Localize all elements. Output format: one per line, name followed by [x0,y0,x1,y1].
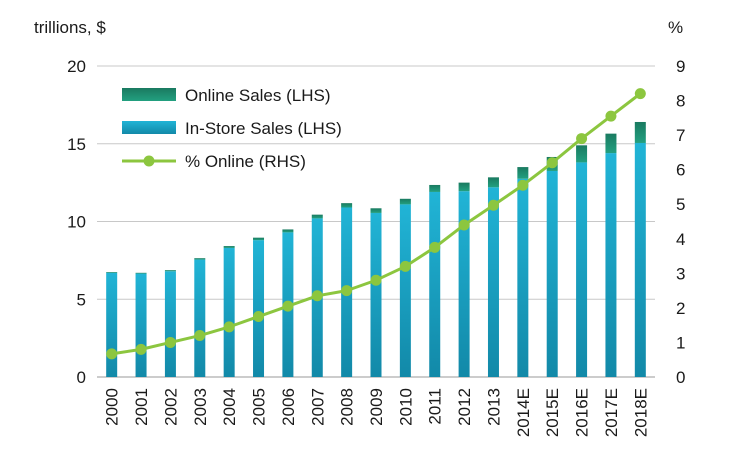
bar-online-2006 [282,229,294,233]
x-tick-label: 2006 [279,388,298,426]
x-tick-label: 2010 [396,388,415,426]
bar-online-2004 [223,246,235,248]
bar-in-store-2009 [370,212,382,377]
percent-online-point-2012 [458,219,470,231]
right-tick-label: 1 [676,333,685,352]
bar-online-2008 [341,203,353,208]
percent-online-point-2016E [576,133,588,145]
bar-in-store-2010 [399,204,411,377]
bar-online-2003 [194,258,206,260]
x-tick-label: 2017E [602,388,621,437]
x-tick-label: 2001 [132,388,151,426]
left-tick-label: 20 [67,57,86,76]
x-tick-label: 2014E [514,388,533,437]
bar-online-2016E [576,145,588,163]
x-tick-label: 2003 [191,388,210,426]
left-tick-label: 0 [77,368,86,387]
x-tick-label: 2005 [250,388,269,426]
legend-label: Online Sales (LHS) [185,86,331,105]
percent-online-point-2009 [370,274,382,286]
right-tick-label: 4 [676,230,685,249]
x-tick-label: 2004 [220,388,239,426]
legend-label: % Online (RHS) [185,152,306,171]
right-axis-label: % [668,18,683,37]
x-tick-label: 2008 [338,388,357,426]
percent-online-point-2004 [223,321,235,333]
bar-online-2001 [135,272,147,274]
percent-online-point-2010 [399,260,411,272]
bar-in-store-2003 [194,259,206,377]
bar-online-2007 [311,214,323,219]
x-tick-label: 2012 [455,388,474,426]
bar-online-2012 [458,182,470,192]
left-tick-label: 10 [67,213,86,232]
bar-online-2014E [517,167,529,179]
bar-online-2018E [634,121,646,143]
x-tick-label: 2009 [367,388,386,426]
bar-in-store-2017E [605,153,617,377]
percent-online-point-2005 [253,311,265,323]
bar-in-store-2013 [487,187,499,377]
percent-online-point-2017E [605,110,617,122]
legend: Online Sales (LHS) In-Store Sales (LHS) % … [122,86,342,171]
x-tick-label: 2007 [308,388,327,426]
x-tick-label: 2002 [161,388,180,426]
right-tick-label: 5 [676,195,685,214]
percent-online-point-2003 [194,330,206,342]
percent-online-point-2002 [164,336,176,348]
bar-online-2005 [253,237,265,241]
x-tick-label: 2015E [543,388,562,437]
percent-online-line-layer [106,88,646,360]
bar-in-store-2011 [429,191,441,377]
right-tick-label: 3 [676,264,685,283]
legend-swatch-marker [143,155,155,167]
bar-in-store-2016E [576,162,588,377]
bar-in-store-2004 [223,247,235,377]
legend-swatch-bar [122,88,176,101]
percent-online-point-2014E [517,179,529,191]
bar-online-2011 [429,184,441,192]
bar-in-store-2000 [106,272,118,377]
x-tick-label: 2011 [426,388,445,425]
left-tick-label: 15 [67,135,86,154]
right-tick-label: 0 [676,368,685,387]
bar-in-store-2015E [546,170,558,377]
percent-online-point-2015E [546,157,558,169]
legend-swatch-bar [122,121,176,134]
right-tick-label: 7 [676,126,685,145]
bar-online-2010 [399,198,411,205]
bar-online-2017E [605,133,617,154]
left-tick-label: 5 [77,290,86,309]
bar-in-store-2001 [135,273,147,377]
right-tick-label: 2 [676,299,685,318]
bar-in-store-2002 [164,271,176,377]
bar-online-2009 [370,208,382,213]
bar-in-store-2018E [634,142,646,377]
x-tick-label: 2013 [484,388,503,426]
right-tick-label: 9 [676,57,685,76]
percent-online-point-2018E [634,88,646,100]
percent-online-point-2006 [282,300,294,312]
percent-online-point-2008 [341,285,353,297]
bar-online-2002 [164,270,176,272]
percent-online-point-2001 [135,343,147,355]
percent-online-point-2011 [429,241,441,253]
x-tick-label: 2016E [573,388,592,437]
legend-label: In-Store Sales (LHS) [185,119,342,138]
bar-online-2013 [487,177,499,188]
x-tick-label: 2000 [103,388,122,426]
bar-in-store-2014E [517,178,529,377]
left-axis-label: trillions, $ [34,18,106,37]
percent-online-point-2007 [311,290,323,302]
bar-in-store-2012 [458,191,470,377]
bar-online-2000 [106,272,118,273]
x-tick-label: 2018E [631,388,650,437]
right-tick-label: 8 [676,92,685,111]
percent-online-point-2000 [106,348,118,360]
right-tick-label: 6 [676,161,685,180]
bar-in-store-2005 [253,240,265,377]
percent-online-point-2013 [487,199,499,211]
